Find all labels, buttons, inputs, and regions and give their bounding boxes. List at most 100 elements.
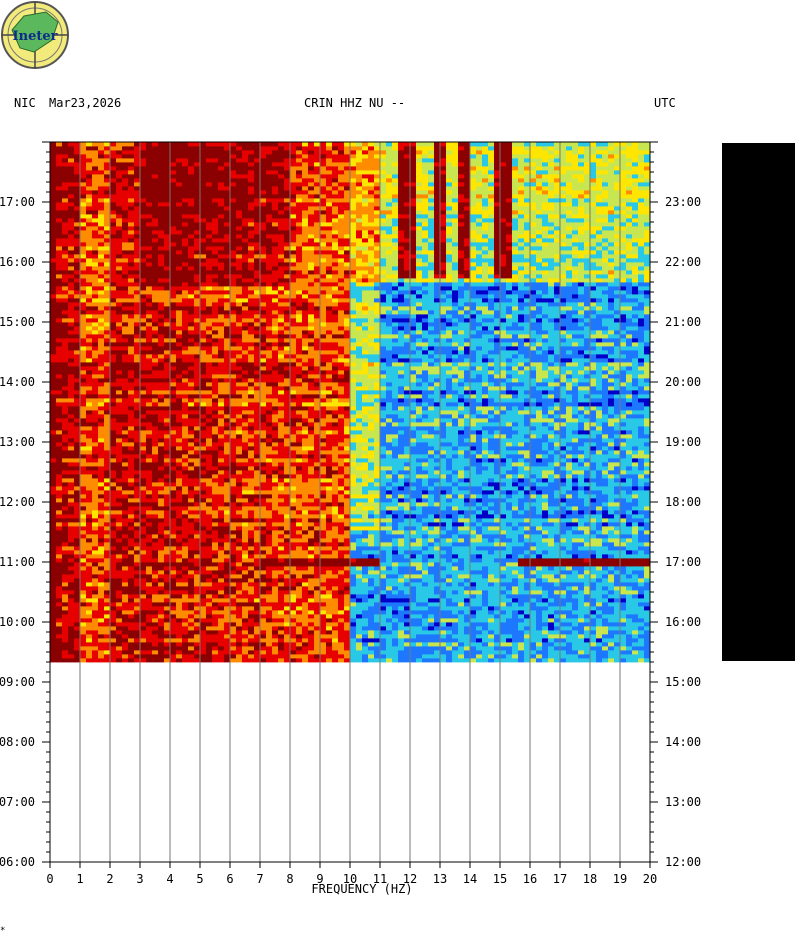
heatmap-cell bbox=[74, 630, 81, 635]
heatmap-cell bbox=[284, 538, 291, 543]
heatmap-cell bbox=[350, 610, 357, 615]
heatmap-cell bbox=[644, 522, 651, 527]
heatmap-cell bbox=[104, 626, 111, 631]
heatmap-cell bbox=[68, 638, 75, 643]
heatmap-cell bbox=[626, 530, 633, 535]
heatmap-cell bbox=[146, 526, 153, 531]
heatmap-cell bbox=[74, 538, 81, 543]
heatmap-cell bbox=[104, 542, 111, 547]
heatmap-cell bbox=[266, 578, 273, 583]
heatmap-cell bbox=[164, 534, 171, 539]
heatmap-cell bbox=[86, 490, 93, 495]
heatmap-cell bbox=[416, 638, 423, 643]
heatmap-cell bbox=[338, 534, 345, 539]
heatmap-cell bbox=[428, 534, 435, 539]
heatmap-cell bbox=[248, 530, 255, 535]
heatmap-cell bbox=[164, 626, 171, 631]
heatmap-cell bbox=[320, 578, 327, 583]
heatmap-cell bbox=[152, 546, 159, 551]
heatmap-cell bbox=[92, 650, 99, 655]
heatmap-cell bbox=[638, 614, 645, 619]
heatmap-cell bbox=[170, 578, 177, 583]
heatmap-cell bbox=[638, 466, 645, 471]
heatmap-cell bbox=[446, 606, 453, 611]
heatmap-cell bbox=[230, 630, 237, 635]
heatmap-cell bbox=[644, 514, 651, 519]
heatmap-cell bbox=[134, 590, 141, 595]
heatmap-cell bbox=[98, 534, 105, 539]
heatmap-cell bbox=[344, 518, 351, 523]
heatmap-cell bbox=[62, 494, 69, 499]
heatmap-cell bbox=[452, 638, 459, 643]
heatmap-cell bbox=[392, 654, 399, 659]
heatmap-cell bbox=[410, 538, 417, 543]
heatmap-cell bbox=[134, 554, 141, 559]
heatmap-cell bbox=[182, 510, 189, 515]
heatmap-cell bbox=[494, 534, 501, 539]
heatmap-cell bbox=[104, 610, 111, 615]
heatmap-cell bbox=[608, 594, 615, 599]
heatmap-cell bbox=[614, 514, 621, 519]
heatmap-cell bbox=[584, 622, 591, 627]
heatmap-cell bbox=[608, 542, 615, 547]
heatmap-cell bbox=[104, 482, 111, 487]
heatmap-cell bbox=[152, 494, 159, 499]
heatmap-cell bbox=[590, 494, 597, 499]
heatmap-cell bbox=[530, 614, 537, 619]
heatmap-cell bbox=[104, 622, 111, 627]
heatmap-cell bbox=[410, 486, 417, 491]
heatmap-cell bbox=[86, 554, 93, 559]
heatmap-cell bbox=[254, 586, 261, 591]
heatmap-cell bbox=[314, 598, 321, 603]
heatmap-cell bbox=[254, 630, 261, 635]
heatmap-cell bbox=[578, 482, 585, 487]
heatmap-cell bbox=[284, 582, 291, 587]
heatmap-cell bbox=[74, 514, 81, 519]
heatmap-cell bbox=[452, 502, 459, 507]
heatmap-cell bbox=[626, 586, 633, 591]
heatmap-cell bbox=[146, 626, 153, 631]
heatmap-cell bbox=[182, 546, 189, 551]
heatmap-cell bbox=[368, 614, 375, 619]
heatmap-cell bbox=[356, 494, 363, 499]
heatmap-cell bbox=[248, 490, 255, 495]
heatmap-cell bbox=[146, 534, 153, 539]
heatmap-cell bbox=[626, 658, 633, 663]
heatmap-cell bbox=[584, 494, 591, 499]
heatmap-cell bbox=[98, 514, 105, 519]
heatmap-cell bbox=[482, 466, 489, 471]
heatmap-cell bbox=[68, 630, 75, 635]
heatmap-cell bbox=[488, 598, 495, 603]
heatmap-cell bbox=[398, 546, 405, 551]
heatmap-cell bbox=[134, 462, 141, 467]
heatmap-cell bbox=[488, 530, 495, 535]
heatmap-cell bbox=[206, 470, 213, 475]
heatmap-cell bbox=[344, 622, 351, 627]
heatmap-cell bbox=[434, 530, 441, 535]
heatmap-cell bbox=[338, 566, 345, 571]
heatmap-cell bbox=[602, 574, 609, 579]
heatmap-cell bbox=[260, 466, 267, 471]
heatmap-cell bbox=[170, 550, 177, 555]
heatmap-cell bbox=[524, 606, 531, 611]
heatmap-cell bbox=[158, 486, 165, 491]
heatmap-cell bbox=[452, 614, 459, 619]
heatmap-cell bbox=[200, 534, 207, 539]
heatmap-cell bbox=[242, 478, 249, 483]
heatmap-cell bbox=[134, 550, 141, 555]
heatmap-cell bbox=[398, 574, 405, 579]
heatmap-cell bbox=[62, 646, 69, 651]
heatmap-cell bbox=[104, 470, 111, 475]
heatmap-cell bbox=[200, 482, 207, 487]
heatmap-cell bbox=[578, 478, 585, 483]
heatmap-cell bbox=[200, 470, 207, 475]
heatmap-cell bbox=[302, 558, 309, 563]
heatmap-cell bbox=[464, 586, 471, 591]
heatmap-cell bbox=[554, 590, 561, 595]
heatmap-cell bbox=[422, 494, 429, 499]
heatmap-cell bbox=[320, 486, 327, 491]
heatmap-cell bbox=[116, 546, 123, 551]
heatmap-cell bbox=[284, 502, 291, 507]
heatmap-cell bbox=[134, 474, 141, 479]
heatmap-cell bbox=[230, 546, 237, 551]
